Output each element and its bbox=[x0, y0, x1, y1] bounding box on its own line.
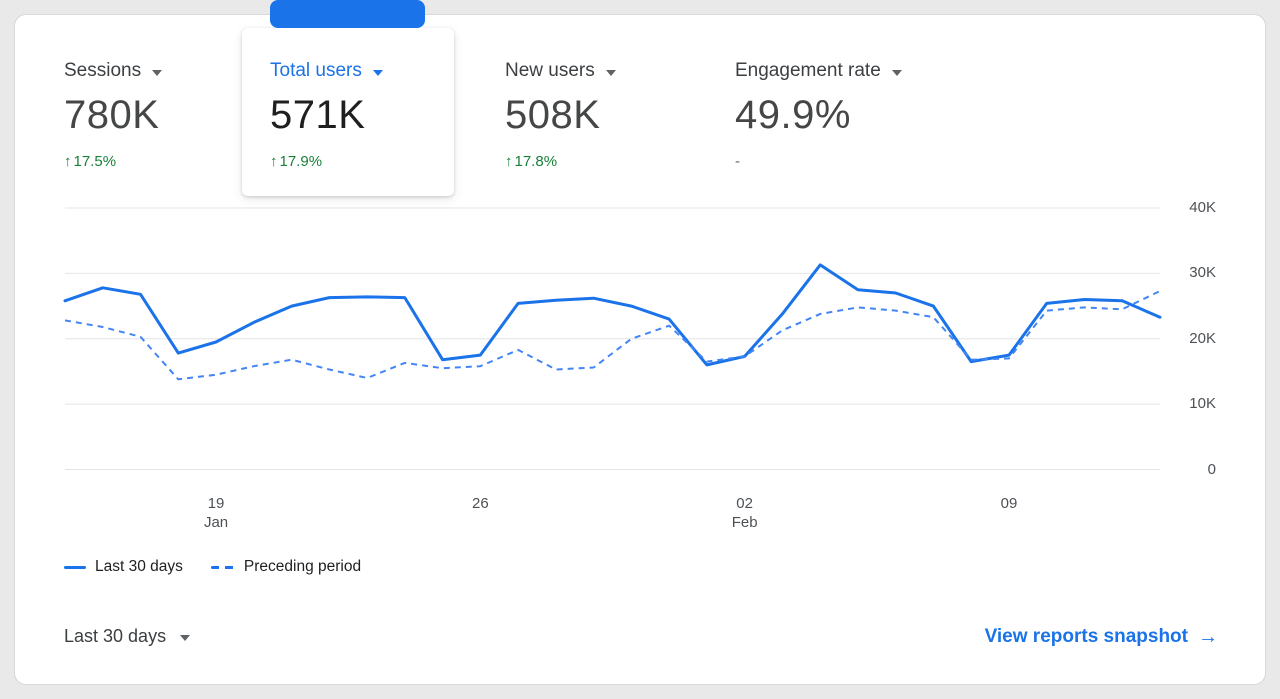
date-range-selector[interactable]: Last 30 days bbox=[64, 626, 191, 647]
y-axis-label: 20K bbox=[1189, 329, 1216, 347]
metric-sessions[interactable]: Sessions 780K ↑ 17.5% bbox=[64, 60, 163, 170]
series-line-solid bbox=[63, 263, 1162, 367]
chevron-down-icon bbox=[152, 69, 163, 76]
up-arrow-icon: ↑ bbox=[505, 153, 513, 170]
delta-value: 17.5% bbox=[73, 153, 117, 170]
y-axis-labels: 0 10K 20K 30K 40K bbox=[1168, 199, 1216, 478]
metric-value: 508K bbox=[505, 93, 601, 137]
legend-label: Last 30 days bbox=[95, 558, 183, 575]
legend-item-current: Last 30 days bbox=[64, 558, 183, 576]
analytics-home-card bbox=[14, 14, 1266, 685]
x-axis-label: 02 Feb bbox=[731, 495, 758, 531]
right-arrow-icon: → bbox=[1198, 626, 1218, 648]
snapshot-link-label: View reports snapshot bbox=[984, 626, 1188, 647]
dashed-line-swatch-icon bbox=[210, 565, 235, 569]
metric-engagement-rate-dropdown[interactable]: Engagement rate bbox=[735, 60, 902, 82]
date-range-label: Last 30 days bbox=[64, 626, 167, 646]
metric-label: Sessions bbox=[64, 60, 142, 81]
solid-line-swatch-icon bbox=[64, 565, 86, 569]
metric-delta: ↑ 17.5% bbox=[64, 153, 162, 170]
metric-label: Total users bbox=[270, 60, 362, 81]
selected-metric-tab-indicator bbox=[270, 0, 425, 28]
x-axis-label: 19 Jan bbox=[203, 495, 229, 531]
y-axis-label: 10K bbox=[1189, 395, 1216, 413]
metric-total-users-dropdown[interactable]: Total users bbox=[270, 60, 383, 82]
metric-value: 49.9% bbox=[735, 93, 851, 137]
x-axis-label: 26 bbox=[472, 495, 489, 512]
chevron-down-icon bbox=[372, 69, 383, 76]
metric-value: 571K bbox=[270, 93, 366, 137]
chevron-down-icon bbox=[891, 69, 902, 76]
legend-label: Preceding period bbox=[243, 558, 362, 575]
up-arrow-icon: ↑ bbox=[64, 153, 72, 170]
x-axis-labels: 19 Jan 26 02 Feb 09 bbox=[65, 494, 1160, 536]
metric-new-users[interactable]: New users 508K ↑ 17.8% bbox=[505, 60, 616, 170]
selected-metric-highlight bbox=[242, 28, 454, 196]
metric-total-users[interactable]: Total users 571K ↑ 17.9% bbox=[270, 60, 383, 170]
chevron-down-icon bbox=[605, 69, 616, 76]
y-axis-label: 40K bbox=[1189, 199, 1216, 216]
delta-value: 17.9% bbox=[279, 153, 323, 170]
metric-delta: - bbox=[735, 153, 902, 170]
trend-chart[interactable] bbox=[63, 200, 1162, 471]
y-axis-label: 30K bbox=[1189, 264, 1216, 282]
delta-value: 17.8% bbox=[514, 153, 558, 170]
y-axis-label: 0 bbox=[1207, 460, 1216, 478]
series-line-dashed bbox=[64, 290, 1161, 381]
x-axis-label: 09 bbox=[1000, 495, 1018, 512]
metric-value: 780K bbox=[64, 93, 160, 137]
metric-delta: ↑ 17.9% bbox=[270, 153, 383, 170]
metric-engagement-rate[interactable]: Engagement rate 49.9% - bbox=[735, 60, 902, 170]
up-arrow-icon: ↑ bbox=[270, 153, 278, 170]
metric-delta: ↑ 17.8% bbox=[505, 153, 616, 170]
chart-legend: Last 30 days Preceding period bbox=[64, 558, 361, 576]
metric-sessions-dropdown[interactable]: Sessions bbox=[64, 60, 163, 82]
metric-new-users-dropdown[interactable]: New users bbox=[505, 60, 616, 82]
delta-value: - bbox=[735, 153, 740, 170]
chevron-down-icon bbox=[180, 635, 191, 641]
metric-label: Engagement rate bbox=[735, 60, 881, 81]
view-reports-snapshot-link[interactable]: View reports snapshot → bbox=[985, 625, 1218, 649]
legend-item-preceding: Preceding period bbox=[210, 558, 362, 576]
metric-label: New users bbox=[505, 60, 595, 81]
